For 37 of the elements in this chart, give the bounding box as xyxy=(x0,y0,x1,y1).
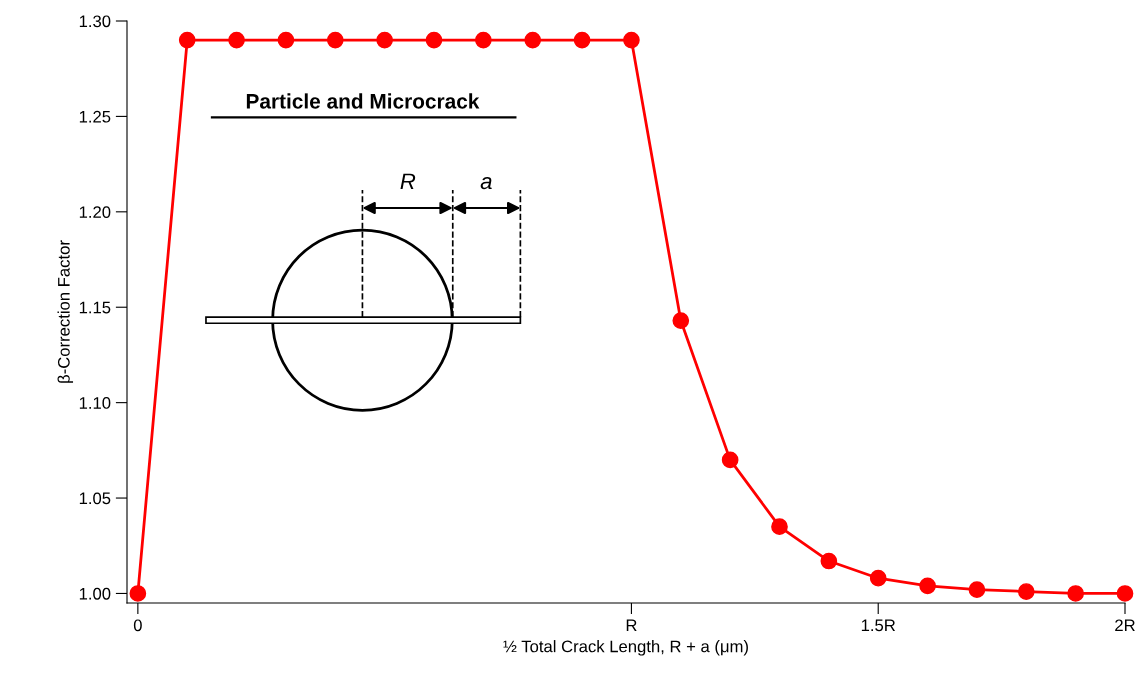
point xyxy=(672,312,690,329)
point xyxy=(1116,585,1134,602)
point xyxy=(721,451,739,469)
point xyxy=(869,569,887,587)
point xyxy=(1067,585,1084,602)
point xyxy=(820,552,838,570)
annotation: a xyxy=(480,176,492,190)
point xyxy=(376,31,393,49)
x-axis-title: ½ Total Crack Length, R + a (μm) xyxy=(503,640,748,656)
y-tick-label: 1.15 xyxy=(79,301,111,314)
point xyxy=(524,31,542,49)
y-tick-label: 1.00 xyxy=(79,587,111,600)
y-tick-label: 1.20 xyxy=(79,206,111,219)
point xyxy=(475,31,492,49)
x-tick-label: 2R xyxy=(1115,619,1135,632)
point xyxy=(919,577,936,595)
point xyxy=(228,31,245,49)
y-tick-label: 1.10 xyxy=(79,397,111,409)
point xyxy=(573,31,591,49)
x-tick-label: R xyxy=(626,619,637,632)
point xyxy=(178,31,196,49)
y-tick-label: 1.05 xyxy=(79,492,111,505)
point xyxy=(129,585,147,602)
point xyxy=(968,581,986,598)
point xyxy=(277,31,295,49)
point xyxy=(326,31,344,49)
point xyxy=(1017,583,1035,600)
point xyxy=(425,31,443,49)
annotation: R xyxy=(400,173,416,189)
x-tick-label: 0 xyxy=(133,619,142,632)
x-tick-label: 1.5R xyxy=(861,619,896,632)
y-tick-label: 1.30 xyxy=(79,15,111,28)
annotation: Particle and Microcrack xyxy=(246,93,480,109)
point xyxy=(623,31,640,49)
point xyxy=(771,518,788,536)
y-axis-title: β-Correction Factor xyxy=(57,240,74,383)
y-tick-label: 1.25 xyxy=(79,110,111,123)
